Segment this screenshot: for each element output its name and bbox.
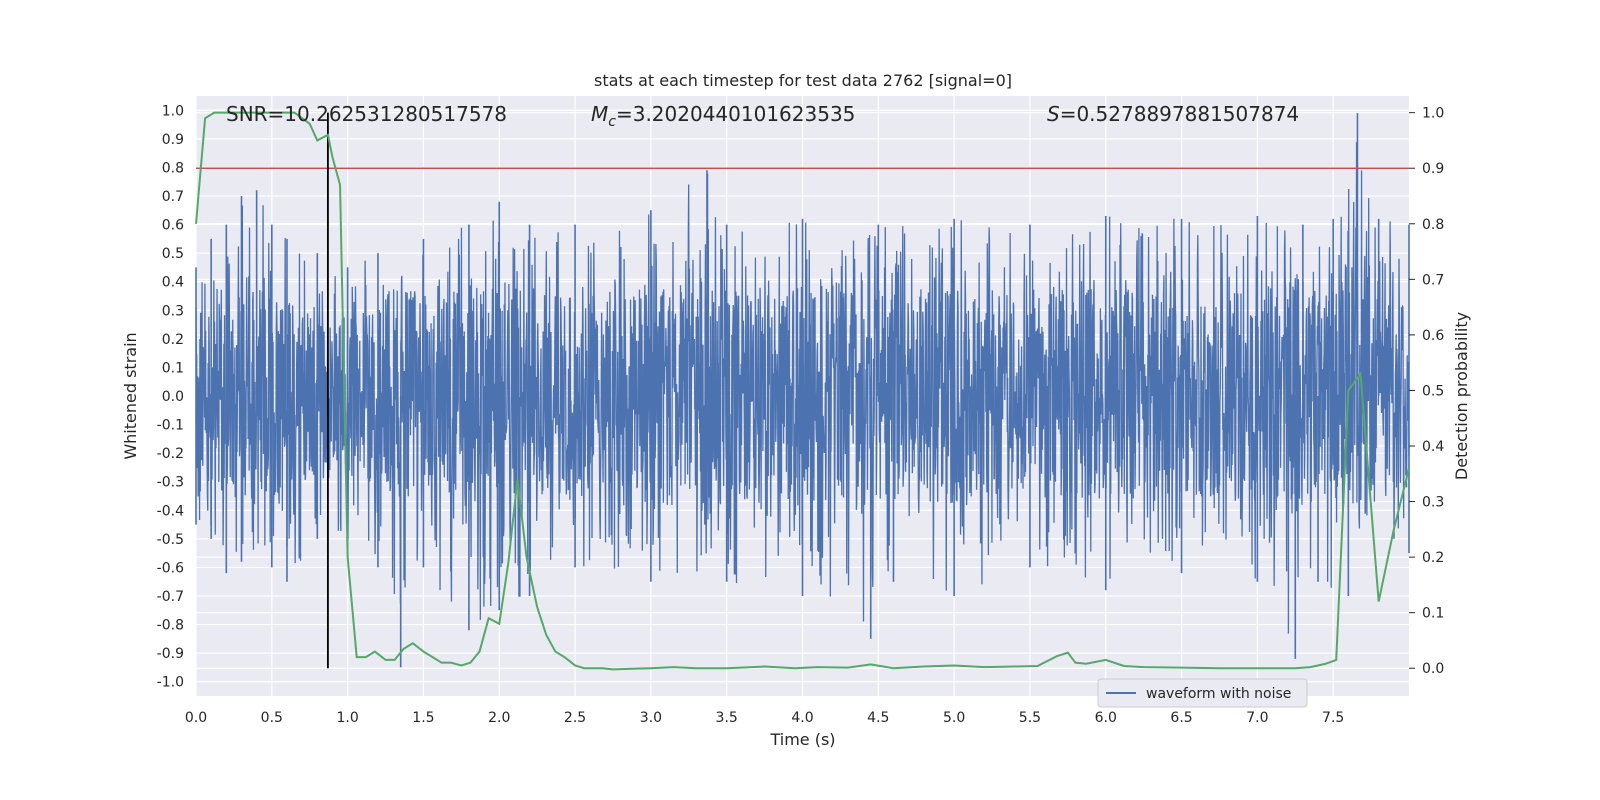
waveform-series [195, 113, 1410, 668]
y-right-tick-label: 0.4 [1422, 439, 1444, 455]
y-right-tick-label: 0.8 [1422, 217, 1444, 233]
legend-box [1097, 678, 1308, 708]
legend: waveform with noise [1097, 678, 1308, 708]
x-tick-label: 3.5 [716, 710, 738, 726]
y-left-tick-label: -1.0 [157, 675, 184, 691]
s-value: =0.5278897881507874 [1060, 102, 1299, 126]
y-left-tick-label: 0.7 [162, 189, 184, 205]
snr-annotation: SNR=10.262531280517578 [226, 102, 507, 126]
y-left-tick-label: -0.2 [157, 446, 184, 462]
y-left-tick-label: -0.1 [157, 418, 184, 434]
chirp-mass-value: =3.2020440101623535 [616, 102, 855, 126]
y-left-tick-label: -0.7 [157, 589, 184, 605]
y-right-tick-label: 0.9 [1422, 161, 1444, 177]
y-left-tick-label: -0.8 [157, 618, 184, 634]
y-left-tick-label: 1.0 [162, 103, 184, 119]
y-left-tick-label: -0.3 [157, 475, 184, 491]
y-axis-left-label: Whitened strain [121, 332, 140, 459]
x-tick-label: 6.0 [1095, 710, 1117, 726]
y-left-tick-label: 0.4 [162, 275, 184, 291]
y-left-tick-label: 0.2 [162, 332, 184, 348]
y-axis-right-label: Detection probability [1452, 312, 1471, 480]
y-left-tick-label: 0.0 [162, 389, 184, 405]
x-tick-label: 6.5 [1170, 710, 1192, 726]
ticks: 0.0 0.5 1.0 1.5 2.0 2.5 3.0 3.5 4.0 4.5 5.0 5.5 6.0 6… [157, 103, 1445, 726]
s-annotation: S=0.5278897881507874 [1047, 102, 1299, 126]
y-right-tick-label: 0.1 [1422, 606, 1444, 622]
x-tick-label: 2.5 [564, 710, 586, 726]
y-left-tick-label: 0.8 [162, 160, 184, 176]
x-tick-label: 5.0 [943, 710, 965, 726]
y-left-tick-label: 0.3 [162, 303, 184, 319]
y-right-tick-label: 0.2 [1422, 550, 1444, 566]
x-tick-label: 5.5 [1019, 710, 1041, 726]
x-axis-label: Time (s) [769, 730, 835, 749]
overlays [195, 111, 1410, 671]
y-left-tick-label: 0.9 [162, 132, 184, 148]
y-left-tick-label: -0.6 [157, 560, 184, 576]
y-right-tick-label: 1.0 [1422, 106, 1444, 122]
y-left-tick-label: 0.1 [162, 360, 184, 376]
x-tick-label: 0.5 [261, 710, 283, 726]
detection-probability-line [195, 111, 1410, 671]
y-left-tick-label: 0.5 [162, 246, 184, 262]
chirp-mass-annotation: Mc=3.2020440101623535 [591, 102, 855, 130]
legend-label: waveform with noise [1146, 686, 1291, 702]
x-tick-label: 0.0 [185, 710, 207, 726]
y-right-tick-label: 0.0 [1422, 661, 1444, 677]
x-tick-label: 1.0 [336, 710, 358, 726]
y-right-tick-label: 0.7 [1422, 272, 1444, 288]
x-tick-label: 3.0 [640, 710, 662, 726]
y-left-tick-label: -0.4 [157, 503, 184, 519]
y-left-tick-label: -0.9 [157, 646, 184, 662]
y-left-tick-label: 0.6 [162, 218, 184, 234]
y-right-tick-label: 0.5 [1422, 383, 1444, 399]
x-tick-label: 4.0 [791, 710, 813, 726]
y-right-tick-label: 0.3 [1422, 495, 1444, 511]
x-tick-label: 7.0 [1246, 710, 1268, 726]
x-tick-label: 7.5 [1322, 710, 1344, 726]
x-tick-label: 2.0 [488, 710, 510, 726]
x-tick-label: 1.5 [412, 710, 434, 726]
y-right-tick-label: 0.6 [1422, 328, 1444, 344]
x-tick-label: 4.5 [867, 710, 889, 726]
chart-title: stats at each timestep for test data 276… [594, 71, 1012, 90]
y-left-tick-label: -0.5 [157, 532, 184, 548]
